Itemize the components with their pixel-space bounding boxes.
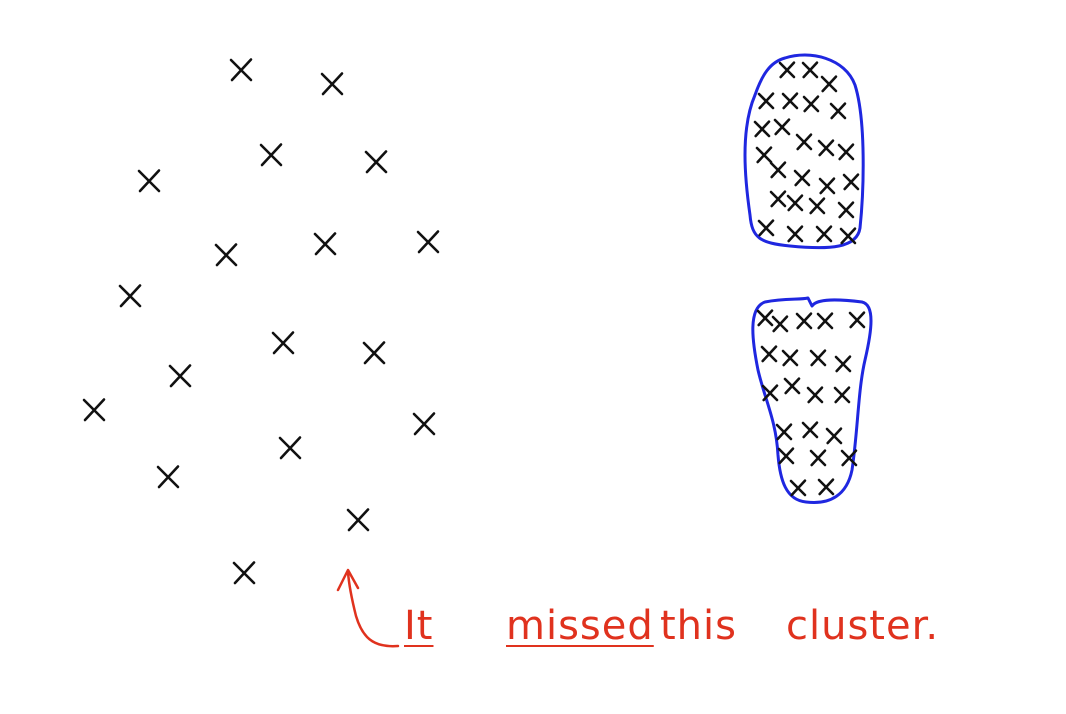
annotation-word-missed: missed xyxy=(506,603,654,649)
point-mark xyxy=(278,436,302,460)
point-mark xyxy=(232,561,256,585)
cluster-point-mark xyxy=(773,118,791,136)
cluster-point-mark xyxy=(771,315,789,333)
cluster-point-mark xyxy=(795,133,813,151)
cluster-point-mark xyxy=(806,386,824,404)
scattered-cluster xyxy=(82,58,440,585)
cluster-point-mark xyxy=(801,61,819,79)
point-mark xyxy=(271,331,295,355)
detected-cluster-top xyxy=(753,61,860,245)
point-mark xyxy=(346,508,370,532)
point-mark xyxy=(82,398,106,422)
cluster-point-mark xyxy=(769,161,787,179)
point-mark xyxy=(313,232,337,256)
cluster-point-mark xyxy=(809,449,827,467)
cluster-point-mark xyxy=(775,423,793,441)
point-mark xyxy=(214,243,238,267)
cluster-point-mark xyxy=(778,61,796,79)
cluster-point-mark xyxy=(815,225,833,243)
cluster-point-mark xyxy=(760,345,778,363)
point-mark xyxy=(156,465,180,489)
annotation-word-cluster: cluster. xyxy=(786,603,940,649)
cluster-point-mark xyxy=(769,190,787,208)
cluster-point-mark xyxy=(833,386,851,404)
point-mark xyxy=(229,58,253,82)
point-mark xyxy=(416,230,440,254)
cluster-point-mark xyxy=(786,225,804,243)
point-mark xyxy=(362,341,386,365)
cluster-point-mark xyxy=(837,143,855,161)
cluster-outline-top xyxy=(743,53,865,250)
cluster-point-mark xyxy=(842,173,860,191)
cluster-point-mark xyxy=(820,75,838,93)
cluster-point-mark xyxy=(837,201,855,219)
cluster-point-mark xyxy=(818,177,836,195)
cluster-point-mark xyxy=(808,197,826,215)
point-mark xyxy=(320,72,344,96)
cluster-point-mark xyxy=(793,169,811,187)
cluster-point-mark xyxy=(825,427,843,445)
cluster-point-mark xyxy=(781,92,799,110)
cluster-point-mark xyxy=(809,349,827,367)
cluster-point-mark xyxy=(786,194,804,212)
cluster-point-mark xyxy=(753,120,771,138)
cluster-point-mark xyxy=(756,309,774,327)
cluster-point-mark xyxy=(757,219,775,237)
cluster-point-mark xyxy=(777,447,795,465)
cluster-point-mark xyxy=(801,421,819,439)
cluster-point-mark xyxy=(834,355,852,373)
cluster-point-mark xyxy=(795,312,813,330)
annotation-word-this: this xyxy=(660,603,737,649)
cluster-point-mark xyxy=(783,377,801,395)
point-mark xyxy=(118,284,142,308)
cluster-point-mark xyxy=(802,95,820,113)
annotation-word-it: It xyxy=(404,603,434,649)
cluster-outline-bottom xyxy=(751,296,873,505)
point-mark xyxy=(168,364,192,388)
cluster-point-mark xyxy=(839,227,857,245)
cluster-point-mark xyxy=(848,311,866,329)
annotation-arrow-head xyxy=(336,568,360,592)
cluster-point-mark xyxy=(829,102,847,120)
cluster-point-mark xyxy=(781,349,799,367)
cluster-point-mark xyxy=(761,384,779,402)
detected-cluster-bottom xyxy=(756,309,866,497)
cluster-point-mark xyxy=(817,139,835,157)
cluster-point-mark xyxy=(840,449,858,467)
cluster-point-mark xyxy=(757,92,775,110)
point-mark xyxy=(364,150,388,174)
point-mark xyxy=(137,169,161,193)
point-mark xyxy=(412,412,436,436)
cluster-point-mark xyxy=(817,478,835,496)
annotation-arrow xyxy=(346,570,400,648)
point-mark xyxy=(259,143,283,167)
cluster-point-mark xyxy=(755,146,773,164)
cluster-point-mark xyxy=(789,479,807,497)
cluster-point-mark xyxy=(816,312,834,330)
